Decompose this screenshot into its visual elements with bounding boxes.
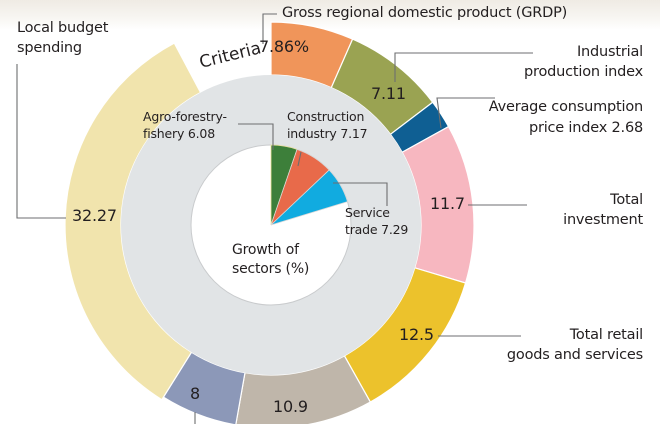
value-budget: 32.27 <box>72 206 117 225</box>
label-industrial-line2: production index <box>524 64 643 80</box>
label-retail-line1: Total retail <box>569 327 643 343</box>
label-budget-line2: spending <box>17 40 82 56</box>
leader-lines <box>16 13 533 424</box>
label-construction-line1: Construction <box>287 109 365 124</box>
value-tan: 10.9 <box>273 397 308 416</box>
header-texture <box>0 0 660 30</box>
label-budget-line1: Local budget <box>17 20 109 36</box>
inner-slice-2 <box>270 169 349 226</box>
inner-pie <box>270 144 349 226</box>
label-retail-line2: goods and services <box>506 347 643 363</box>
leader-construction <box>297 151 302 167</box>
label-industrial-line1: Industrial <box>576 44 643 60</box>
leader-budget <box>16 64 66 219</box>
leader-industrial <box>394 52 533 82</box>
label-investment-line1: Total <box>610 192 643 208</box>
label-acpi-line2: price index 2.68 <box>528 120 643 136</box>
leader-acpi <box>436 97 495 129</box>
label-construction-line2: industry 7.17 <box>287 126 368 141</box>
leader-agro <box>238 123 274 150</box>
outer-ring <box>64 21 475 424</box>
value-grdp: 7.86% <box>259 37 309 56</box>
center-label-line2: sectors (%) <box>232 261 310 277</box>
label-agro-line1: Agro-forestry- <box>143 109 227 124</box>
label-grdp: Gross regional domestic product (GRDP) <box>282 5 568 21</box>
label-acpi-line1: Average consumption <box>488 99 643 115</box>
label-service-line2: trade 7.29 <box>345 222 409 237</box>
leader-service <box>333 182 388 206</box>
value-slate: 8 <box>190 384 200 403</box>
value-industrial: 7.11 <box>371 84 406 103</box>
label-service-line1: Service <box>345 205 390 220</box>
label-agro-line2: fishery 6.08 <box>143 126 215 141</box>
leader-grdp <box>262 13 277 44</box>
label-investment-line2: investment <box>563 212 643 228</box>
criteria-label: Criteria <box>197 38 263 73</box>
value-retail: 12.5 <box>399 325 434 344</box>
center-label-line1: Growth of <box>232 242 299 258</box>
value-investment: 11.7 <box>430 194 465 213</box>
